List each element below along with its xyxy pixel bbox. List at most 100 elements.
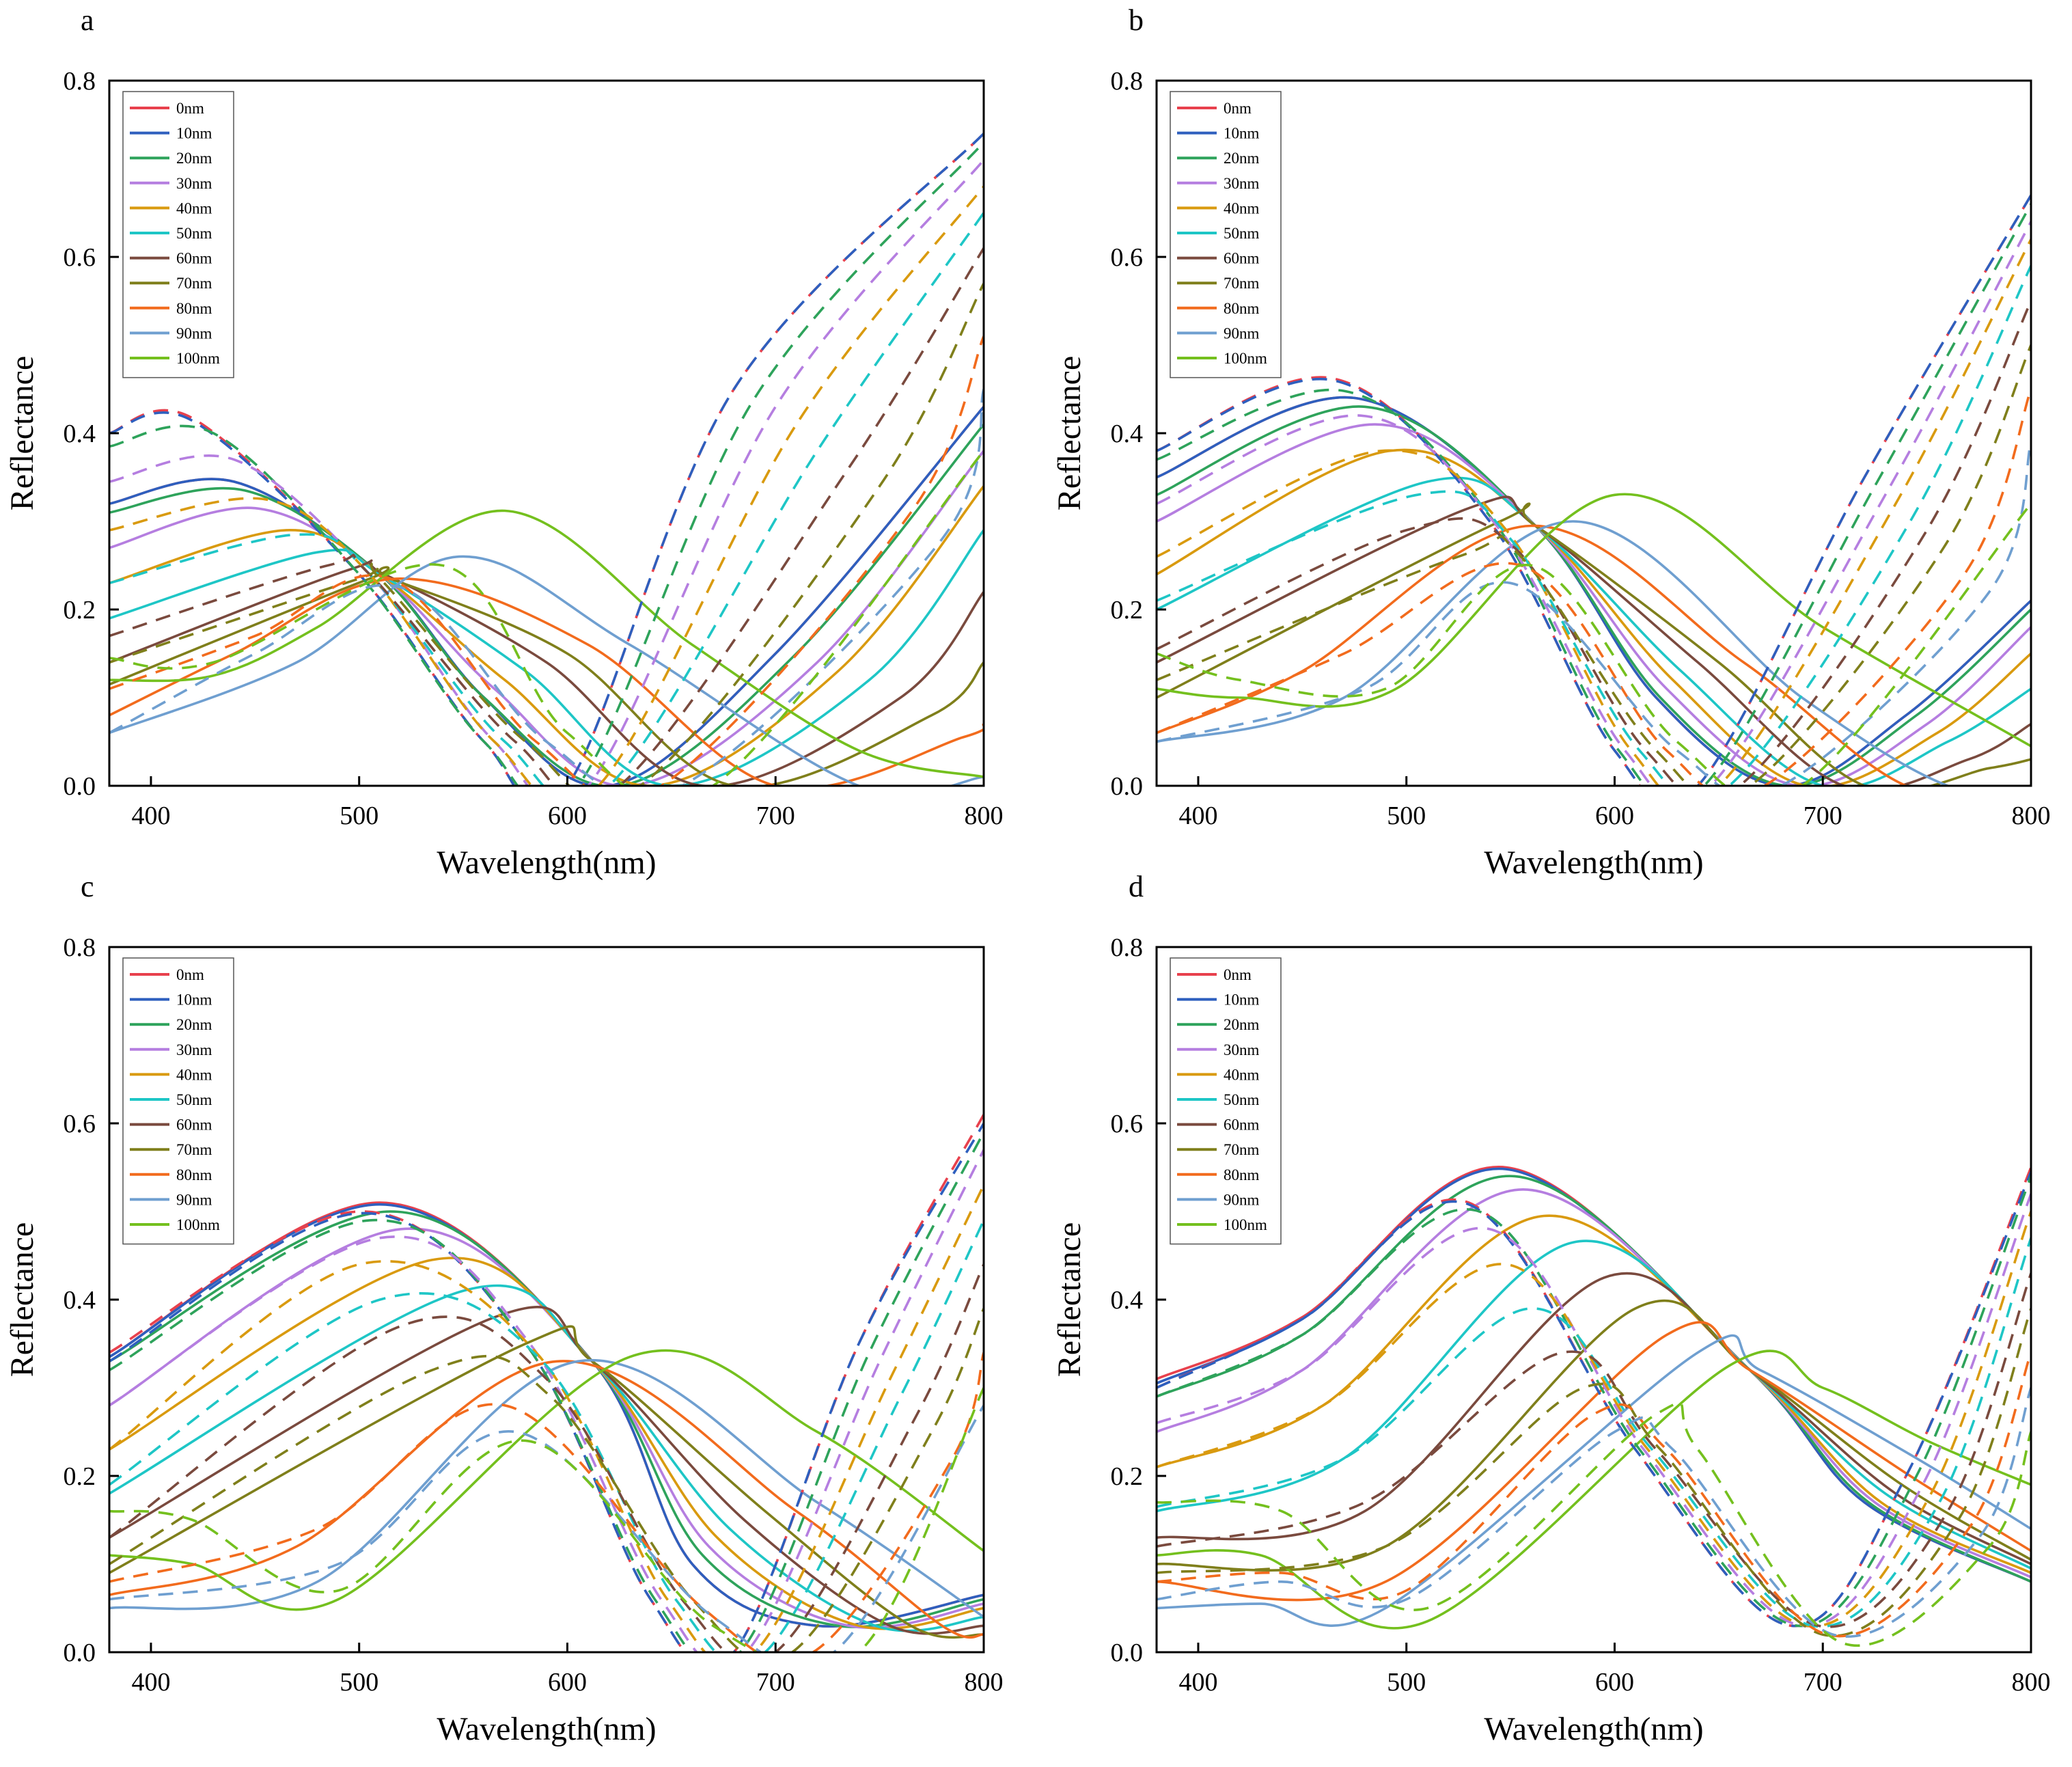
series-line-70nm-dashed (1157, 344, 2031, 786)
legend-entry: 20nm (176, 1016, 212, 1033)
panel-a: a 400 500 600 700 800 0.0 0.2 0.4 0.6 0.8 Wavelengt… (4, 3, 1004, 881)
series-line-20nm-solid (109, 1210, 984, 1628)
legend-entry: 20nm (1224, 150, 1260, 167)
series-line-60nm-dashed (1157, 1272, 2031, 1628)
y-tick-label: 0.8 (1111, 933, 1144, 962)
y-tick-label: 0.6 (1111, 1110, 1144, 1138)
series-line-10nm-dashed (1157, 1171, 2031, 1628)
legend-entry: 30nm (1224, 175, 1260, 192)
y-tick-label: 0.8 (64, 933, 96, 962)
legend-entry: 80nm (1224, 1166, 1260, 1183)
curves (1157, 1166, 2031, 1647)
series-line-10nm-dashed (1157, 194, 2031, 786)
panel-label: d (1129, 870, 1144, 903)
y-tick-label: 0.2 (64, 1462, 96, 1491)
series-line-70nm-dashed (109, 282, 984, 786)
legend-entry: 100nm (1224, 350, 1267, 367)
series-line-20nm-dashed (109, 1132, 984, 1652)
series-line-70nm-dashed (109, 1308, 984, 1652)
legend-box (1170, 957, 1282, 1245)
x-tick-label: 400 (1178, 802, 1217, 830)
series-line-80nm-solid (109, 1360, 984, 1639)
legend-entry: 50nm (1224, 225, 1260, 242)
x-axis-label: Wavelength(nm) (1484, 845, 1703, 881)
legend: 0nm 10nm 20nm 30nm 40nm 50nm 60nm 70nm 80nm 90nm 1… (1170, 957, 1282, 1245)
legend-entry: 90nm (176, 325, 212, 342)
legend: 0nm 10nm 20nm 30nm 40nm 50nm 60nm 70nm 80nm 90nm 1… (122, 91, 234, 379)
x-axis-label: Wavelength(nm) (437, 1711, 656, 1747)
legend-box (122, 957, 234, 1245)
legend-entry: 70nm (176, 275, 212, 292)
x-tick-label: 500 (1387, 1668, 1426, 1697)
series-line-20nm-solid (109, 423, 984, 786)
x-tick-label: 700 (756, 802, 795, 830)
series-line-40nm-dashed (109, 185, 984, 786)
series-line-40nm-dashed (109, 1184, 984, 1652)
legend-entry: 10nm (1224, 991, 1260, 1009)
y-tick-label: 0.4 (64, 1286, 96, 1315)
x-tick-label: 700 (1804, 802, 1842, 830)
series-line-70nm-solid (109, 566, 984, 786)
legend-entry: 90nm (176, 1191, 212, 1208)
series-line-60nm-dashed (109, 247, 984, 786)
legend-box (122, 91, 234, 379)
panel-label: c (81, 870, 94, 903)
series-line-50nm-solid (109, 529, 984, 786)
legend-entry: 40nm (176, 200, 212, 217)
series-line-90nm-solid (109, 1358, 984, 1618)
legend-entry: 50nm (1224, 1091, 1260, 1108)
series-line-100nm-dashed (1157, 1401, 2031, 1647)
series-line-90nm-solid (109, 555, 984, 786)
series-line-50nm-solid (109, 1284, 984, 1632)
series-line-80nm-dashed (1157, 388, 2031, 786)
series-line-40nm-dashed (1157, 1211, 2031, 1628)
x-axis-label: Wavelength(nm) (1484, 1711, 1703, 1747)
x-tick-label: 500 (340, 1668, 378, 1697)
legend-entry: 40nm (1224, 1066, 1260, 1083)
series-line-90nm-dashed (1157, 1387, 2031, 1638)
x-tick-label: 400 (131, 802, 170, 830)
y-axis-label: Reflectance (1051, 356, 1088, 511)
legend-box (1170, 91, 1282, 379)
series-line-40nm-solid (1157, 448, 2031, 786)
legend-entry: 70nm (1224, 1141, 1260, 1158)
legend-entry: 10nm (1224, 125, 1260, 142)
y-axis-label: Reflectance (4, 356, 40, 511)
panel-label: b (1129, 3, 1144, 37)
series-line-60nm-solid (1157, 495, 2031, 786)
legend-entry: 90nm (1224, 325, 1260, 342)
legend-entry: 60nm (176, 250, 212, 267)
y-tick-label: 0.8 (1111, 67, 1144, 96)
series-line-10nm-solid (1157, 396, 2031, 786)
series-line-50nm-solid (1157, 476, 2031, 786)
x-tick-label: 600 (548, 1668, 587, 1697)
legend-entry: 0nm (1224, 966, 1252, 983)
legend-entry: 0nm (176, 966, 204, 983)
series-line-90nm-dashed (109, 389, 984, 786)
legend-entry: 100nm (176, 1216, 220, 1233)
x-tick-label: 600 (1595, 802, 1634, 830)
panel-d: d 400 500 600 700 800 0.0 0.2 0.4 0.6 0.8 Wavelengt… (1051, 870, 2051, 1747)
legend-entry: 60nm (176, 1117, 212, 1134)
series-line-20nm-dashed (1157, 1175, 2031, 1628)
series-line-20nm-dashed (1157, 203, 2031, 786)
x-tick-label: 600 (548, 802, 587, 830)
series-line-20nm-solid (1157, 405, 2031, 786)
y-tick-label: 0.2 (1111, 596, 1144, 625)
legend: 0nm 10nm 20nm 30nm 40nm 50nm 60nm 70nm 80nm 90nm 1… (1170, 91, 1282, 379)
x-tick-label: 400 (1178, 1668, 1217, 1697)
y-tick-label: 0.4 (1111, 420, 1144, 448)
series-line-100nm-solid (109, 509, 984, 778)
series-line-80nm-dashed (109, 335, 984, 786)
legend-entry: 10nm (176, 991, 212, 1009)
series-line-80nm-solid (1157, 1321, 2031, 1602)
y-tick-label: 0.6 (1111, 243, 1144, 272)
legend-entry: 100nm (176, 350, 220, 367)
series-line-80nm-dashed (109, 1352, 984, 1652)
legend-entry: 40nm (176, 1066, 212, 1083)
legend-entry: 20nm (1224, 1016, 1260, 1033)
series-line-70nm-solid (1157, 1299, 2031, 1572)
series-line-100nm-dashed (109, 1387, 984, 1652)
y-tick-label: 0.6 (64, 1110, 96, 1138)
x-tick-label: 700 (1804, 1668, 1842, 1697)
